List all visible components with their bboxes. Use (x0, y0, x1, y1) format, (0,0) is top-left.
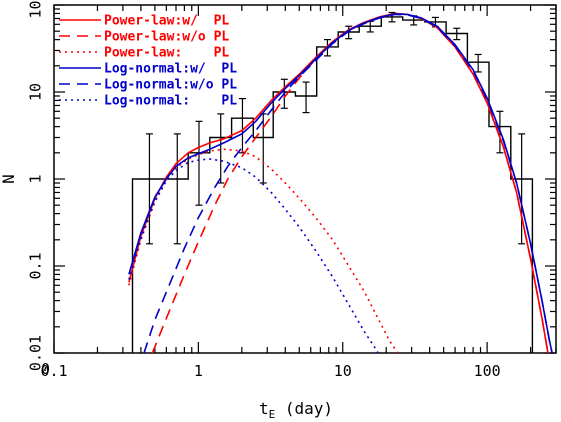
x-axis-label-sub: E (269, 408, 276, 421)
legend-label-4: Log-normal:w/ PL (104, 62, 237, 77)
series-line-4 (128, 13, 553, 353)
y-tick-label: 0.1 (27, 252, 45, 279)
axis-ticks (53, 4, 557, 354)
x-axis-label-unit: (day) (275, 399, 333, 418)
x-tick-label: 1 (194, 362, 203, 380)
legend-label-5: Log-normal:w/o PL (104, 78, 237, 93)
x-axis-label-main: t (259, 399, 269, 418)
legend-label-3: Power-law: PL (104, 46, 229, 61)
x-axis-label: tE (day) (259, 399, 333, 421)
series-line-5 (143, 13, 553, 353)
legend-label-6: Log-normal: PL (104, 94, 237, 109)
series-line-6 (128, 158, 380, 353)
x-tick-label: 0.1 (40, 362, 67, 380)
legend-label-1: Power-law:w/ PL (104, 14, 229, 29)
x-tick-label: 100 (474, 362, 501, 380)
y-axis-label: N (0, 174, 18, 184)
y-tick-label: 100 (27, 0, 45, 19)
y-tick-label: 0.01 (27, 335, 45, 371)
x-tick-label: 10 (334, 362, 352, 380)
legend-label-2: Power-law:w/o PL (104, 30, 229, 45)
y-tick-label: 1 (27, 174, 45, 183)
corner-label: 0 (41, 360, 50, 378)
model-curves (128, 12, 553, 353)
y-tick-label: 10 (27, 83, 45, 101)
